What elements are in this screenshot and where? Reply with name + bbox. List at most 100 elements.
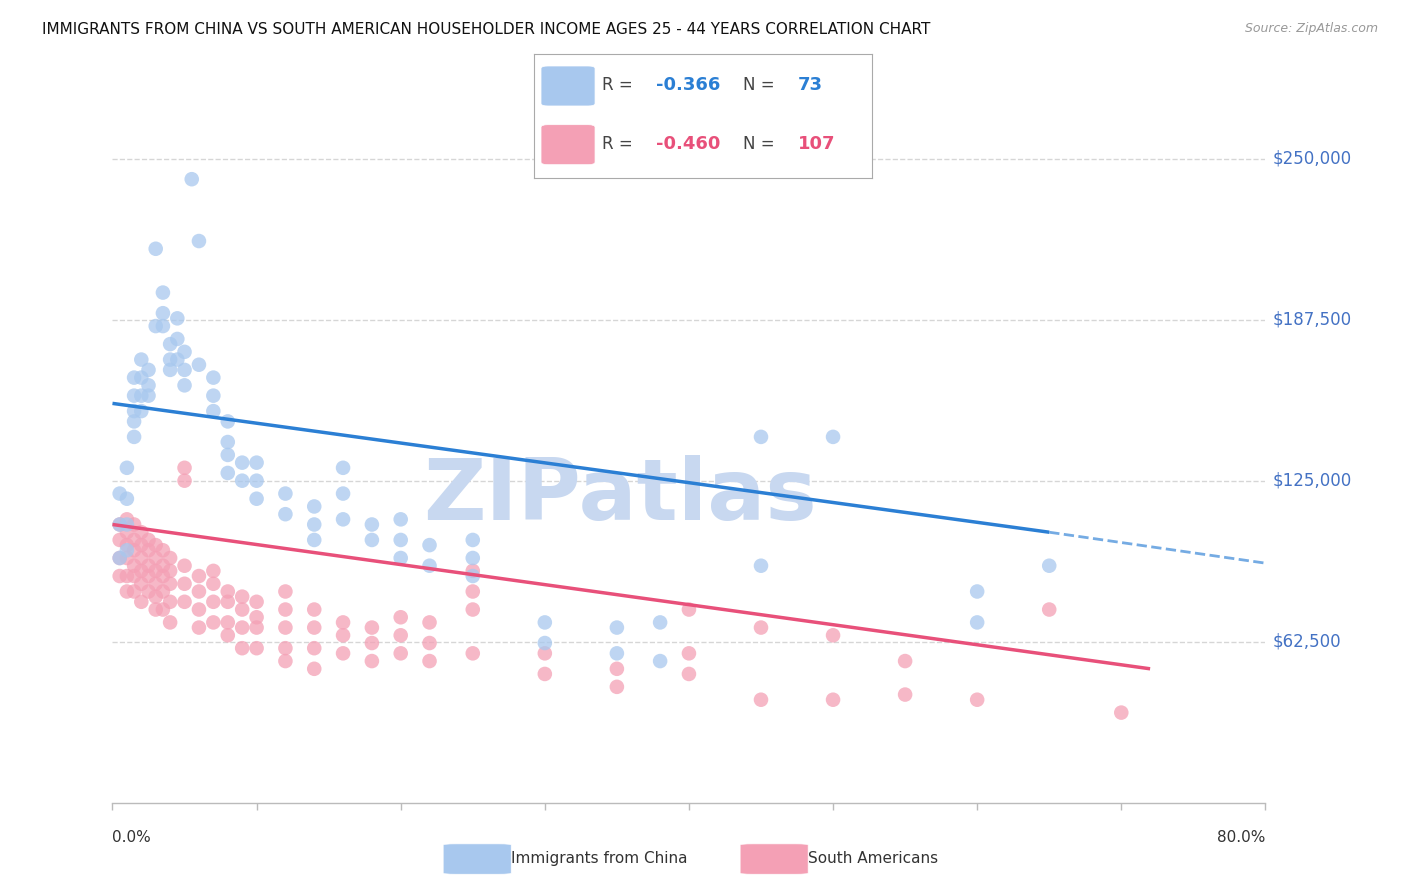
Point	[122, 430, 145, 444]
Point	[202, 404, 225, 418]
Point	[419, 615, 441, 630]
Point	[332, 460, 354, 475]
Point	[749, 692, 772, 706]
Point	[332, 628, 354, 642]
Point	[188, 621, 211, 635]
Point	[152, 569, 174, 583]
Point	[159, 551, 181, 566]
Point	[245, 595, 267, 609]
Point	[129, 538, 153, 552]
Point	[145, 538, 167, 552]
Point	[217, 595, 239, 609]
Point	[129, 352, 153, 367]
Point	[159, 595, 181, 609]
Point	[138, 543, 160, 558]
Text: 73: 73	[797, 77, 823, 95]
Point	[115, 551, 138, 566]
Point	[606, 680, 628, 694]
Point	[231, 602, 253, 616]
Point	[166, 332, 188, 346]
Point	[217, 414, 239, 428]
Point	[173, 344, 195, 359]
Point	[152, 543, 174, 558]
Point	[389, 512, 412, 526]
Point	[129, 370, 153, 384]
Point	[188, 569, 211, 583]
Point	[332, 512, 354, 526]
Point	[245, 621, 267, 635]
Point	[122, 584, 145, 599]
Point	[304, 641, 326, 656]
Point	[129, 404, 153, 418]
Point	[122, 389, 145, 403]
Point	[274, 602, 297, 616]
Text: ZIPatlas: ZIPatlas	[423, 455, 817, 538]
Point	[217, 466, 239, 480]
Point	[231, 621, 253, 635]
Point	[1038, 602, 1060, 616]
Point	[115, 512, 138, 526]
Point	[115, 543, 138, 558]
Point	[1038, 558, 1060, 573]
Point	[129, 576, 153, 591]
Point	[648, 654, 672, 668]
Point	[966, 584, 988, 599]
Point	[202, 576, 225, 591]
Point	[159, 337, 181, 351]
Point	[389, 610, 412, 624]
Point	[461, 533, 484, 547]
Point	[108, 551, 131, 566]
Point	[304, 662, 326, 676]
Point	[461, 584, 484, 599]
Point	[159, 576, 181, 591]
Point	[678, 602, 700, 616]
Point	[122, 558, 145, 573]
Text: 80.0%: 80.0%	[1218, 830, 1265, 845]
Point	[606, 621, 628, 635]
Point	[152, 319, 174, 334]
Point	[217, 584, 239, 599]
Point	[159, 352, 181, 367]
FancyBboxPatch shape	[740, 844, 808, 874]
Point	[115, 538, 138, 552]
Text: South Americans: South Americans	[808, 851, 938, 866]
Point	[245, 474, 267, 488]
Point	[678, 667, 700, 681]
Text: Source: ZipAtlas.com: Source: ZipAtlas.com	[1244, 22, 1378, 36]
Point	[166, 311, 188, 326]
Point	[245, 610, 267, 624]
Point	[152, 285, 174, 300]
Point	[419, 654, 441, 668]
Point	[129, 564, 153, 578]
Point	[419, 538, 441, 552]
Point	[966, 692, 988, 706]
Text: $62,500: $62,500	[1272, 632, 1341, 651]
Point	[108, 551, 131, 566]
Point	[360, 533, 382, 547]
Point	[159, 564, 181, 578]
Point	[122, 543, 145, 558]
Point	[389, 533, 412, 547]
Point	[115, 491, 138, 506]
Point	[108, 533, 131, 547]
Point	[202, 564, 225, 578]
Point	[389, 628, 412, 642]
Point	[138, 389, 160, 403]
Point	[360, 636, 382, 650]
Point	[202, 615, 225, 630]
Point	[461, 551, 484, 566]
Point	[159, 363, 181, 377]
Point	[533, 615, 555, 630]
Point	[606, 662, 628, 676]
Point	[533, 636, 555, 650]
Text: 107: 107	[797, 135, 835, 153]
Point	[894, 688, 917, 702]
Point	[461, 569, 484, 583]
Point	[115, 517, 138, 532]
Text: -0.366: -0.366	[655, 77, 720, 95]
Point	[152, 602, 174, 616]
Point	[304, 602, 326, 616]
Point	[360, 621, 382, 635]
Point	[202, 595, 225, 609]
Point	[138, 533, 160, 547]
